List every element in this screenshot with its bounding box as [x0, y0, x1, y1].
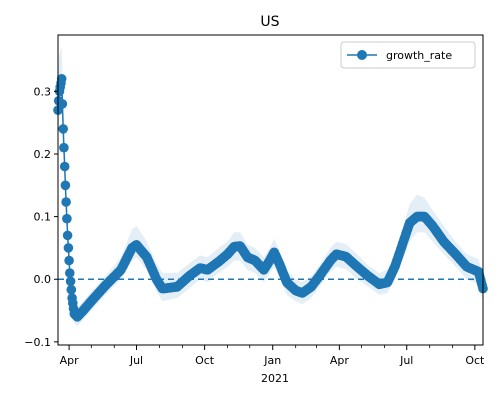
x-tick-label: Jul — [399, 354, 413, 367]
data-point — [63, 243, 74, 253]
data-point — [59, 142, 69, 153]
data-point — [59, 161, 70, 172]
legend-entry-growth-rate: growth_rate — [386, 49, 452, 62]
axes-layer: −0.1 0.0 0.1 0.2 0.3 Apr Jul Oct Jan Apr Jul Oct — [24, 34, 485, 367]
y-tick-label: −0.1 — [24, 336, 51, 349]
plot-frame — [57, 34, 484, 346]
data-point — [60, 180, 71, 191]
x-tick-label: Jan — [263, 354, 281, 367]
data-point — [65, 268, 75, 278]
data-point — [56, 74, 67, 84]
x-tick-label: Oct — [195, 354, 215, 367]
x-tick-label: Oct — [465, 354, 485, 367]
y-tick-label: 0.0 — [34, 273, 52, 286]
legend-box — [340, 41, 476, 69]
data-point — [62, 213, 72, 224]
y-tick-label: 0.1 — [34, 211, 52, 224]
data-point — [58, 124, 68, 134]
data-point — [62, 230, 73, 241]
confidence-band-layer — [58, 47, 483, 327]
y-tick-label: 0.3 — [34, 85, 52, 98]
x-tick-label: Apr — [330, 354, 350, 367]
data-point — [66, 284, 77, 295]
confidence-band — [58, 47, 483, 327]
x-tick-label: Jul — [129, 354, 143, 367]
chart-title: US — [260, 14, 279, 30]
data-point — [57, 99, 68, 109]
x-axis-year-label: 2021 — [261, 372, 289, 385]
x-tick-label: Apr — [60, 354, 80, 367]
series-layer — [53, 74, 488, 322]
legend-marker-sample — [357, 50, 367, 60]
data-point — [61, 197, 71, 207]
y-tick-label: 0.2 — [34, 148, 52, 161]
data-point — [64, 255, 74, 266]
data-point — [65, 276, 76, 287]
legend: growth_rate — [340, 41, 476, 69]
